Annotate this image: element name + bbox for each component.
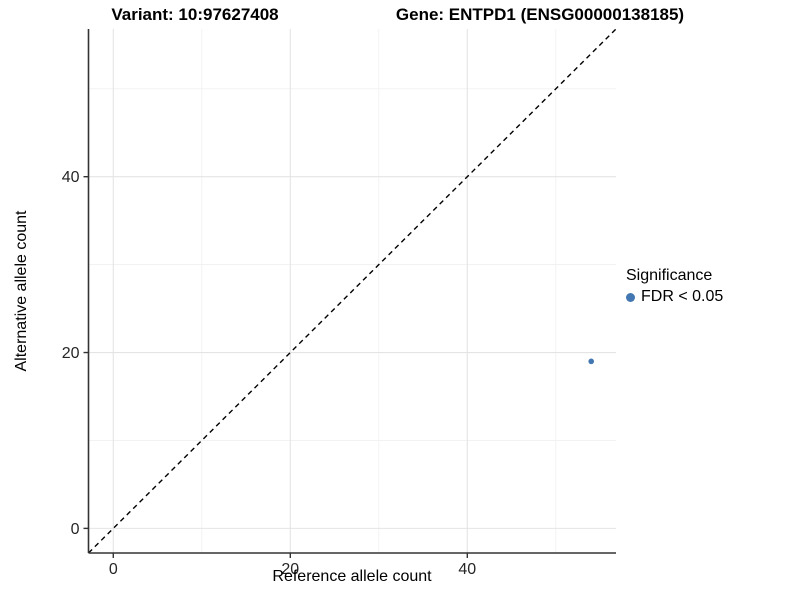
legend-item-label: FDR < 0.05	[641, 288, 724, 305]
legend-key-dot-icon	[626, 292, 635, 302]
x-tick-label: 0	[109, 561, 118, 578]
x-tick-label: 20	[281, 561, 299, 578]
plot-title-gene: Gene: ENTPD1 (ENSG00000138185)	[395, 5, 685, 24]
plot-title-variant: Variant: 10:97627408	[111, 5, 279, 24]
y-tick-label: 20	[62, 345, 80, 362]
y-tick-label: 40	[62, 169, 80, 186]
y-axis-title: Alternative allele count	[13, 210, 30, 372]
x-axis-title: Reference allele count	[272, 568, 432, 585]
y-tick-label: 0	[71, 521, 80, 538]
data-point	[588, 358, 595, 365]
legend-item-fdr: FDR < 0.05	[626, 288, 723, 306]
identity-line	[88, 28, 617, 554]
x-tick-label: 40	[458, 561, 476, 578]
legend: Significance FDR < 0.05	[626, 267, 723, 306]
legend-title: Significance	[626, 267, 713, 284]
